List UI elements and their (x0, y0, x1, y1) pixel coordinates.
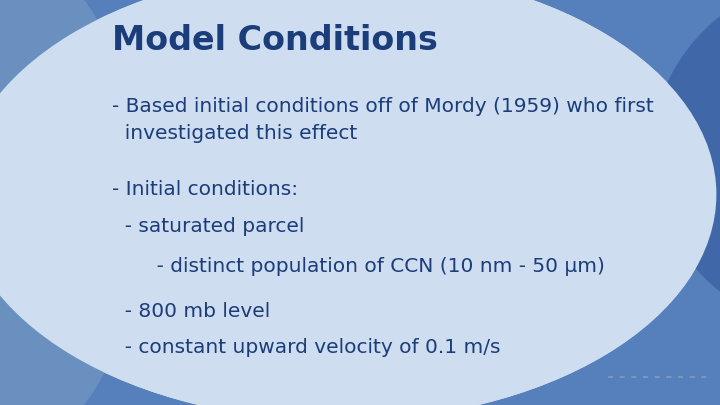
Text: - saturated parcel: - saturated parcel (112, 217, 304, 236)
Text: - 800 mb level: - 800 mb level (112, 302, 270, 321)
Text: - Based initial conditions off of Mordy (1959) who first
  investigated this eff: - Based initial conditions off of Mordy … (112, 97, 653, 143)
Ellipse shape (652, 0, 720, 336)
Ellipse shape (0, 0, 76, 405)
Text: - distinct population of CCN (10 nm - 50 μm): - distinct population of CCN (10 nm - 50… (112, 257, 605, 276)
Ellipse shape (0, 0, 140, 405)
Text: Model Conditions: Model Conditions (112, 24, 438, 57)
Text: - Initial conditions:: - Initial conditions: (112, 180, 298, 199)
Text: - constant upward velocity of 0.1 m/s: - constant upward velocity of 0.1 m/s (112, 338, 500, 357)
